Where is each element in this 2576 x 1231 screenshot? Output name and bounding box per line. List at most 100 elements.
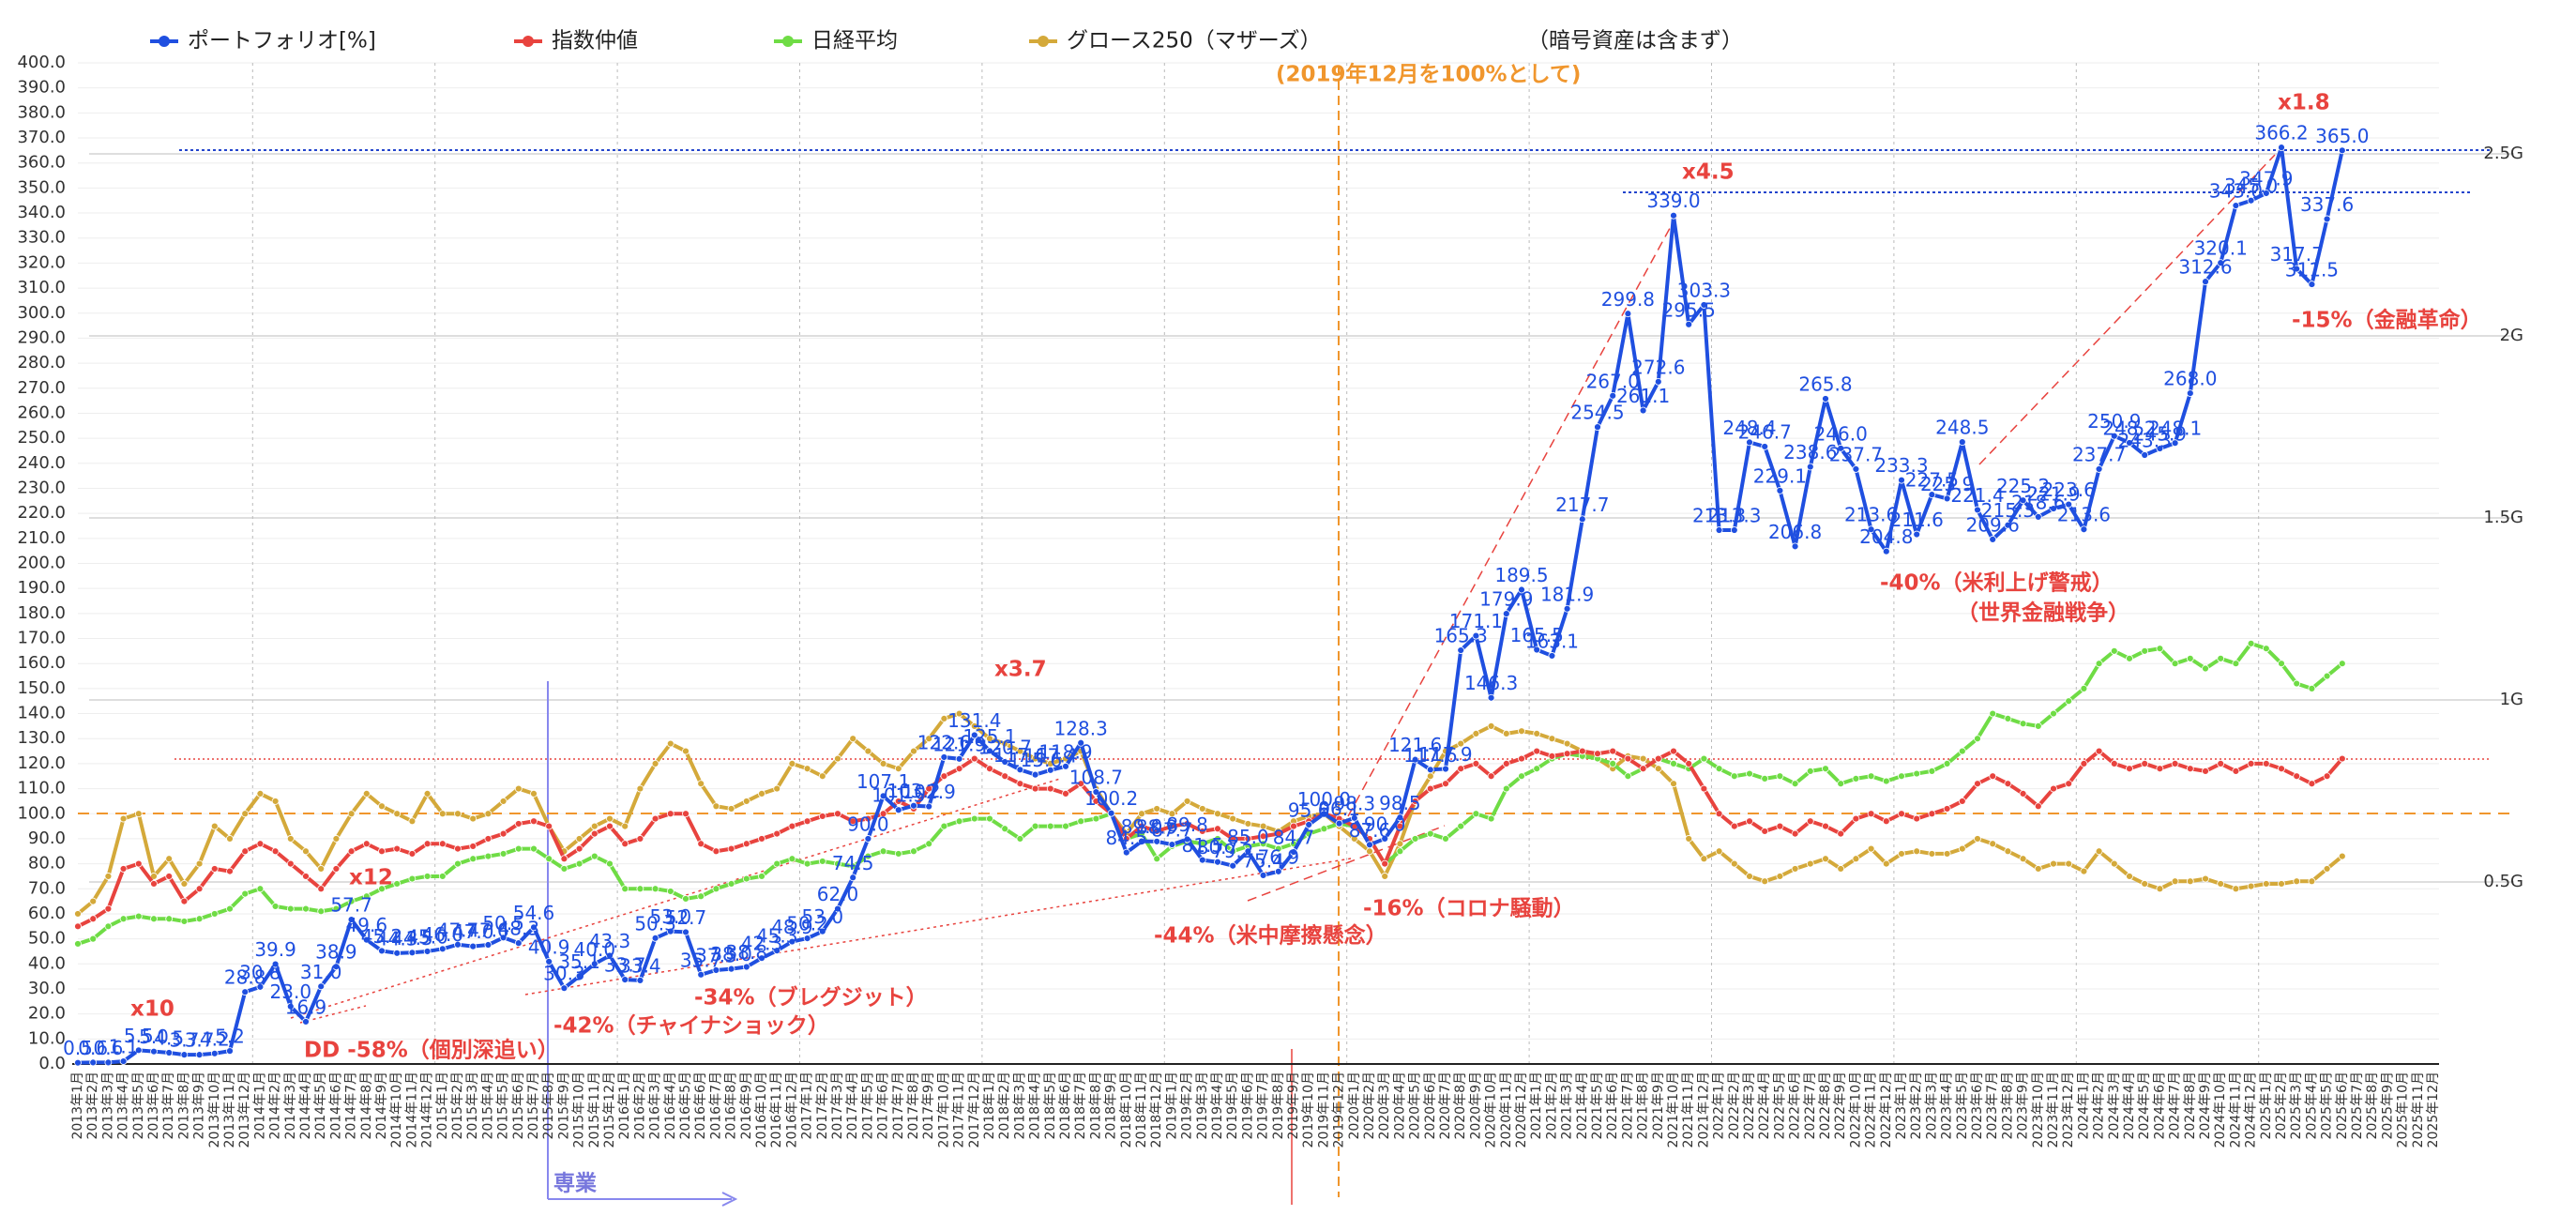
y-tick-label: 270.0 xyxy=(17,378,66,398)
data-label: 165.3 xyxy=(1434,625,1488,647)
x-tick-label: 2017年6月 xyxy=(876,1071,891,1140)
point xyxy=(940,714,948,722)
y-tick-label: 280.0 xyxy=(17,353,66,372)
x-tick-label: 2025年3月 xyxy=(2289,1071,2304,1140)
point xyxy=(1077,817,1085,826)
point xyxy=(1426,784,1434,793)
point xyxy=(1016,835,1024,843)
y-tick-label: 0.0 xyxy=(38,1054,66,1073)
data-label: 84.7 xyxy=(1273,827,1315,849)
x-tick-label: 2017年8月 xyxy=(906,1071,921,1140)
point xyxy=(134,1046,143,1055)
point xyxy=(302,1018,310,1026)
point xyxy=(1776,486,1784,494)
point xyxy=(347,810,356,818)
point xyxy=(925,735,933,743)
point xyxy=(1806,463,1814,471)
point xyxy=(134,810,143,818)
point xyxy=(2065,859,2073,868)
point xyxy=(1639,406,1647,415)
data-label: 265.8 xyxy=(1798,372,1852,395)
point xyxy=(1654,765,1662,773)
point xyxy=(651,814,659,823)
point xyxy=(347,897,356,905)
x-tick-label: 2022年1月 xyxy=(1712,1071,1727,1140)
x-tick-label: 2024年2月 xyxy=(2092,1071,2107,1140)
x-tick-label: 2020年7月 xyxy=(1438,1071,1453,1140)
data-label: 50.5 xyxy=(482,912,524,935)
point xyxy=(1974,780,1981,788)
x-tick-label: 2021年10月 xyxy=(1666,1071,1681,1147)
point xyxy=(180,897,189,905)
data-label: 243.3 xyxy=(2118,429,2172,451)
point xyxy=(1305,821,1313,828)
data-label: 248.5 xyxy=(1935,417,1989,439)
point xyxy=(864,852,872,860)
point xyxy=(1381,835,1389,843)
point xyxy=(636,885,644,893)
point xyxy=(1898,850,1905,858)
point xyxy=(1974,506,1981,514)
point xyxy=(226,904,234,913)
point xyxy=(378,947,386,955)
point xyxy=(1016,747,1024,755)
x-tick-label: 2013年10月 xyxy=(207,1071,222,1147)
data-label: 45.2 xyxy=(361,925,403,948)
y-tick-label: 20.0 xyxy=(28,1004,66,1024)
data-label: 213.6 xyxy=(2057,504,2111,526)
point xyxy=(210,910,219,918)
y-tick-label: 400.0 xyxy=(17,53,66,72)
data-label: 312.6 xyxy=(2178,256,2232,279)
point xyxy=(1350,835,1358,843)
point xyxy=(1791,865,1799,873)
point xyxy=(1624,772,1632,781)
point xyxy=(682,895,689,903)
point xyxy=(150,915,158,923)
point xyxy=(712,847,720,856)
data-label: 5.5 xyxy=(124,1025,154,1047)
point xyxy=(621,976,629,984)
x-tick-label: 2013年8月 xyxy=(176,1071,191,1140)
point xyxy=(818,858,826,865)
data-label: 117.6 xyxy=(993,744,1047,767)
data-label: 317.7 xyxy=(2270,243,2324,266)
point xyxy=(818,813,826,820)
point xyxy=(1046,822,1054,830)
x-tick-label: 2019年3月 xyxy=(1195,1071,1210,1140)
x-tick-label: 2017年9月 xyxy=(921,1071,936,1140)
point xyxy=(651,885,659,893)
y-tick-label: 300.0 xyxy=(17,303,66,323)
point xyxy=(2308,780,2316,788)
point xyxy=(1943,760,1951,767)
point xyxy=(530,790,538,798)
point xyxy=(651,934,659,942)
point xyxy=(606,859,614,868)
point xyxy=(1533,747,1541,755)
point xyxy=(1670,780,1677,788)
point xyxy=(894,798,902,805)
y-tick-label: 10.0 xyxy=(28,1028,66,1048)
point xyxy=(286,1002,295,1011)
point xyxy=(2217,880,2225,888)
x-tick-label: 2019年12月 xyxy=(1332,1071,1347,1147)
point xyxy=(606,822,614,830)
data-label: 303.3 xyxy=(1677,279,1731,301)
y-tick-label: 50.0 xyxy=(28,929,66,949)
point xyxy=(74,922,82,931)
point xyxy=(2278,144,2285,152)
data-label: 47.6 xyxy=(467,919,509,942)
point xyxy=(484,852,492,860)
point xyxy=(1776,822,1784,830)
point xyxy=(1153,855,1161,863)
x-tick-label: 2022年8月 xyxy=(1818,1071,1833,1140)
annotation: (2019年12月を100%として) xyxy=(1276,62,1581,87)
x-tick-label: 2024年3月 xyxy=(2107,1071,2122,1140)
point xyxy=(1852,775,1860,783)
point xyxy=(636,835,644,843)
data-label: 42.3 xyxy=(741,933,783,955)
point xyxy=(682,810,689,818)
point xyxy=(530,844,538,853)
point xyxy=(104,873,113,880)
data-label: 272.6 xyxy=(1631,356,1685,378)
